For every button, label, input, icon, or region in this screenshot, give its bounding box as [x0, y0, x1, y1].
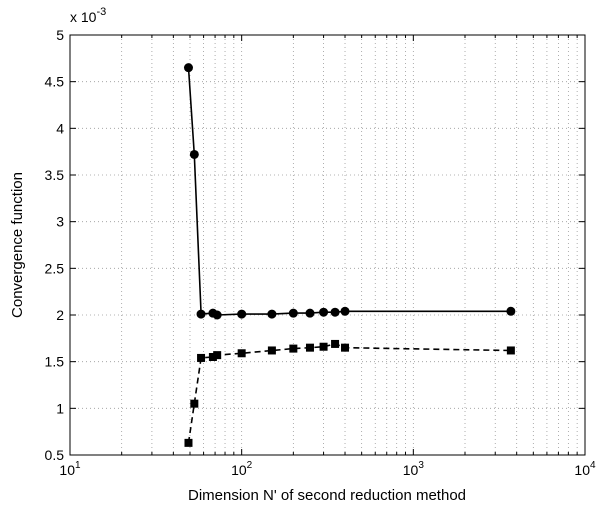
- data-point: [319, 307, 329, 317]
- series-layer: [183, 63, 516, 447]
- x-tick-label-exp: 3: [418, 460, 424, 471]
- y-tick-label: 2: [56, 307, 64, 323]
- data-point: [197, 353, 206, 362]
- x-tick-label: 102: [231, 460, 253, 478]
- data-point: [341, 343, 350, 352]
- y-tick-label: 2.5: [45, 260, 65, 276]
- data-point: [189, 149, 199, 159]
- data-point: [319, 342, 328, 351]
- x-tick-label-base: 10: [59, 462, 75, 478]
- x-tick-label-base: 10: [403, 462, 419, 478]
- series-2: [184, 339, 515, 447]
- x-tick-label-exp: 2: [247, 460, 253, 471]
- y-tick-label: 4: [56, 120, 64, 136]
- y-tick-label: 4.5: [45, 74, 65, 90]
- y-tick-label: 1.5: [45, 354, 65, 370]
- data-point: [208, 353, 217, 361]
- data-point: [288, 308, 298, 318]
- data-point: [237, 349, 246, 358]
- data-point: [305, 308, 315, 318]
- data-point: [267, 346, 276, 355]
- x-tick-label-base: 10: [231, 462, 247, 478]
- plot-frame: [69, 34, 586, 456]
- y-multiplier-base: x 10: [70, 9, 97, 25]
- x-axis-label: Dimension N' of second reduction method: [188, 487, 466, 504]
- y-tick-label: 1: [56, 400, 64, 416]
- data-point: [506, 306, 516, 316]
- data-point: [267, 309, 277, 319]
- x-tick-label-base: 10: [574, 462, 590, 478]
- y-tick-label: 0.5: [45, 447, 65, 463]
- x-tick-label: 104: [574, 460, 596, 478]
- data-point: [305, 343, 314, 352]
- data-point: [289, 344, 298, 353]
- data-point: [331, 339, 340, 348]
- y-tick-label: 3.5: [45, 167, 65, 183]
- series-1: [183, 63, 516, 320]
- plot-background: [70, 35, 585, 455]
- x-tick-label-exp: 4: [590, 460, 596, 471]
- data-point: [212, 310, 222, 320]
- data-point: [330, 307, 340, 317]
- y-axis-label: Convergence function: [9, 172, 26, 318]
- data-point: [237, 309, 247, 319]
- data-point: [340, 306, 350, 316]
- y-tick-label: 3: [56, 214, 64, 230]
- data-point: [506, 346, 515, 355]
- data-point: [183, 63, 193, 73]
- ticks: [69, 34, 585, 456]
- data-point: [184, 438, 193, 447]
- data-point: [213, 351, 222, 360]
- data-point: [196, 309, 206, 319]
- y-multiplier-exp: -3: [96, 6, 106, 18]
- y-tick-label: 5: [56, 27, 64, 43]
- x-tick-label-exp: 1: [75, 460, 81, 471]
- y-multiplier: x 10-3: [70, 6, 106, 25]
- data-point: [190, 399, 199, 408]
- x-tick-label: 103: [403, 460, 425, 478]
- x-tick-label: 101: [59, 460, 81, 478]
